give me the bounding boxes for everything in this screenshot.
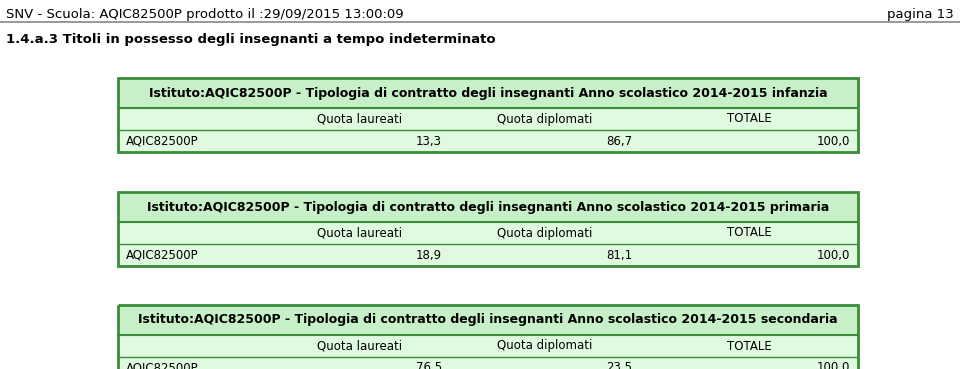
Text: Quota laureati: Quota laureati <box>318 227 402 239</box>
Text: 100,0: 100,0 <box>817 134 850 148</box>
Text: TOTALE: TOTALE <box>727 227 772 239</box>
Bar <box>118 192 858 222</box>
Text: 13,3: 13,3 <box>416 134 442 148</box>
Bar <box>118 78 858 152</box>
Text: AQIC82500P: AQIC82500P <box>126 362 199 369</box>
Text: Istituto:AQIC82500P - Tipologia di contratto degli insegnanti Anno scolastico 20: Istituto:AQIC82500P - Tipologia di contr… <box>147 200 829 214</box>
Text: TOTALE: TOTALE <box>727 113 772 125</box>
Text: 100,0: 100,0 <box>817 248 850 262</box>
Text: 86,7: 86,7 <box>606 134 632 148</box>
Bar <box>118 192 858 266</box>
Bar <box>118 305 858 335</box>
Text: Quota laureati: Quota laureati <box>318 113 402 125</box>
Bar <box>118 357 858 369</box>
Text: TOTALE: TOTALE <box>727 339 772 352</box>
Text: Quota diplomati: Quota diplomati <box>497 339 592 352</box>
Text: Istituto:AQIC82500P - Tipologia di contratto degli insegnanti Anno scolastico 20: Istituto:AQIC82500P - Tipologia di contr… <box>138 314 838 327</box>
Text: SNV - Scuola: AQIC82500P prodotto il :29/09/2015 13:00:09: SNV - Scuola: AQIC82500P prodotto il :29… <box>6 8 403 21</box>
Text: Quota diplomati: Quota diplomati <box>497 227 592 239</box>
Bar <box>118 305 858 369</box>
Text: 18,9: 18,9 <box>416 248 442 262</box>
Text: 81,1: 81,1 <box>606 248 632 262</box>
Text: AQIC82500P: AQIC82500P <box>126 248 199 262</box>
Bar <box>118 244 858 266</box>
Bar <box>118 192 858 266</box>
Text: 76,5: 76,5 <box>416 362 442 369</box>
Text: Quota laureati: Quota laureati <box>318 339 402 352</box>
Bar <box>118 222 858 244</box>
Text: 1.4.a.3 Titoli in possesso degli insegnanti a tempo indeterminato: 1.4.a.3 Titoli in possesso degli insegna… <box>6 33 495 46</box>
Bar <box>118 305 858 369</box>
Bar <box>118 108 858 130</box>
Bar <box>118 78 858 108</box>
Text: Quota diplomati: Quota diplomati <box>497 113 592 125</box>
Text: 23,5: 23,5 <box>606 362 632 369</box>
Bar <box>118 130 858 152</box>
Text: pagina 13: pagina 13 <box>887 8 954 21</box>
Text: 100,0: 100,0 <box>817 362 850 369</box>
Bar <box>118 335 858 357</box>
Text: Istituto:AQIC82500P - Tipologia di contratto degli insegnanti Anno scolastico 20: Istituto:AQIC82500P - Tipologia di contr… <box>149 86 828 100</box>
Text: AQIC82500P: AQIC82500P <box>126 134 199 148</box>
Bar <box>118 78 858 152</box>
